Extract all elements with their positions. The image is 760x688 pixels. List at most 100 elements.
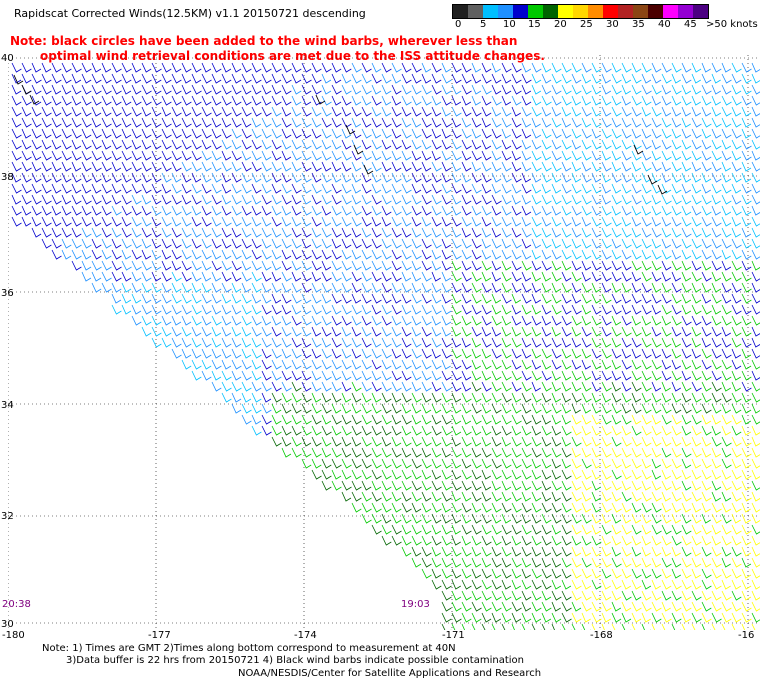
wind-barb	[171, 304, 182, 315]
wind-barb	[341, 227, 352, 238]
wind-barb	[731, 73, 742, 84]
wind-barb	[661, 183, 672, 194]
wind-barb	[471, 62, 482, 73]
wind-barb	[311, 150, 322, 161]
wind-barb	[371, 117, 382, 128]
wind-barb	[621, 194, 632, 205]
wind-barb	[691, 95, 702, 106]
wind-barb	[741, 403, 752, 414]
wind-barb	[411, 546, 422, 557]
wind-barb	[211, 205, 222, 216]
wind-barb	[501, 392, 512, 403]
wind-barb	[151, 172, 162, 183]
wind-barb	[211, 73, 222, 84]
wind-barb	[11, 128, 22, 139]
wind-barb	[631, 73, 642, 84]
wind-barb	[421, 447, 432, 458]
wind-barb	[541, 348, 552, 359]
wind-barb	[471, 359, 482, 370]
wind-barb	[191, 282, 202, 293]
wind-barb	[451, 150, 462, 161]
wind-barb	[721, 315, 732, 326]
wind-barb	[251, 62, 262, 73]
wind-barb	[531, 348, 542, 359]
wind-barb	[661, 139, 672, 150]
wind-barb	[141, 95, 152, 106]
wind-barb	[61, 62, 72, 73]
wind-barb	[641, 249, 652, 260]
wind-barb	[211, 326, 222, 337]
wind-barb	[751, 293, 760, 304]
wind-barb	[631, 271, 642, 282]
wind-barb	[401, 282, 412, 293]
wind-barb	[451, 381, 462, 392]
wind-barb	[741, 183, 752, 194]
contaminated-wind-barb	[657, 184, 668, 195]
wind-barb	[261, 348, 272, 359]
wind-barb	[51, 216, 62, 227]
wind-barb	[111, 172, 122, 183]
wind-barb	[81, 106, 92, 117]
wind-barb	[191, 293, 202, 304]
wind-barb	[551, 403, 562, 414]
wind-barb	[741, 62, 752, 73]
wind-barb	[451, 425, 462, 436]
wind-barb	[81, 271, 92, 282]
contamination-note-line-1: Note: black circles have been added to t…	[10, 34, 518, 48]
wind-barb	[491, 612, 502, 623]
wind-barb	[411, 304, 422, 315]
wind-barb	[201, 271, 212, 282]
legend-swatch	[618, 5, 633, 18]
wind-barb	[341, 469, 352, 480]
wind-barb	[381, 183, 392, 194]
wind-barb	[601, 546, 612, 557]
wind-barb	[301, 139, 312, 150]
wind-barb	[701, 392, 712, 403]
wind-barb	[511, 172, 522, 183]
wind-barb	[731, 150, 742, 161]
wind-barb	[621, 370, 632, 381]
wind-barb	[731, 359, 742, 370]
wind-barb	[301, 359, 312, 370]
wind-barb	[51, 161, 62, 172]
wind-barb	[671, 469, 682, 480]
wind-barb	[611, 139, 622, 150]
wind-barb	[741, 337, 752, 348]
wind-barb	[501, 491, 512, 502]
wind-barb	[591, 106, 602, 117]
wind-barb	[641, 227, 652, 238]
wind-barb	[671, 425, 682, 436]
wind-barb	[291, 172, 302, 183]
wind-barb	[81, 62, 92, 73]
wind-barb	[631, 227, 642, 238]
wind-barb	[211, 216, 222, 227]
wind-barb	[741, 260, 752, 271]
wind-barb	[751, 73, 760, 84]
wind-barb	[711, 139, 722, 150]
wind-barb	[361, 425, 372, 436]
wind-barb	[481, 447, 492, 458]
wind-barb	[461, 480, 472, 491]
wind-barb	[421, 282, 432, 293]
wind-barb	[161, 95, 172, 106]
wind-barb	[541, 623, 552, 630]
wind-barb	[521, 227, 532, 238]
wind-barb	[501, 590, 512, 601]
wind-barb	[411, 447, 422, 458]
wind-barb	[261, 227, 272, 238]
wind-barb	[661, 271, 672, 282]
wind-barb	[361, 513, 372, 524]
wind-barb	[671, 579, 682, 590]
wind-barb	[681, 502, 692, 513]
wind-barb	[21, 216, 32, 227]
wind-barb	[581, 282, 592, 293]
wind-barb	[601, 458, 612, 469]
wind-barb	[481, 293, 492, 304]
wind-barb	[111, 106, 122, 117]
wind-barb	[31, 128, 42, 139]
wind-barb	[721, 436, 732, 447]
wind-barb	[601, 95, 612, 106]
wind-barb	[641, 139, 652, 150]
wind-barb	[241, 282, 252, 293]
wind-barb	[751, 337, 760, 348]
